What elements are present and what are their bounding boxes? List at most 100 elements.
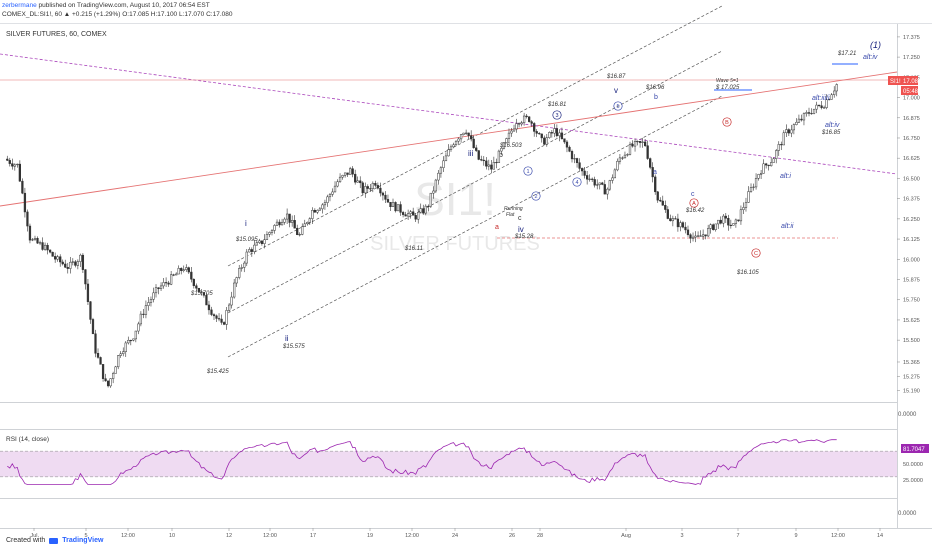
time-axis: Jul 5 12:00 10 12 12:00 17 19 12:00 24 26 28 Aug 3 7 9 1… [30,528,883,539]
candle-down [555,128,559,137]
candle-up [343,172,347,176]
candle-down [470,135,473,140]
time-tick-label: 24 [452,533,458,539]
candle-up [407,213,410,217]
candle-up [182,269,185,271]
candle-down [490,164,493,170]
circled-wave-text: C [754,251,758,257]
candle-up [149,299,153,303]
candle-down [485,160,488,167]
candle-up [349,168,352,175]
candle-up [230,296,233,306]
candle-down [207,304,211,311]
time-tick-label: 9 [794,533,797,539]
candle-down [197,287,201,292]
candle-up [336,181,339,187]
candle-up [782,132,785,146]
candle-down [412,211,415,216]
alt-label: alt:i [780,173,791,180]
candle-up [391,202,395,207]
wave-label: a [495,224,499,231]
candle-up [734,219,738,224]
candle-up [258,240,261,243]
candle-up [326,196,329,203]
candle-up [79,254,82,262]
candle-up [117,355,120,368]
candle-down [354,173,357,183]
label-price: $16.87 [606,74,626,80]
time-tick-label: 10 [169,533,175,539]
alt-label: alt:iii/i [812,95,830,102]
time-tick-label: 14 [877,533,883,539]
candle-down [205,295,208,306]
candle-down [568,146,571,152]
rsi-last-tag [901,444,929,453]
candle-up [701,234,705,237]
candle-up [802,113,806,121]
symbol-label: SILVER FUTURES, 60, COMEX [6,31,107,38]
candle-down [601,182,604,185]
candle-down [41,242,44,250]
label-price: $15.705 [190,291,213,297]
candle-down [414,215,417,220]
candle-up [306,221,309,225]
price-tick-label: 15.500 [903,338,920,344]
candle-up [437,172,440,181]
candle-up [497,150,501,163]
candle-up [33,238,37,240]
brand-link[interactable]: TradingView [62,537,104,544]
candle-up [144,305,148,315]
time-tick-label: 12:00 [121,533,135,539]
candle-up [558,132,561,137]
candle-down [94,333,97,354]
price-tick-label: 16.375 [903,197,920,203]
candle-down [686,229,690,236]
circled-wave-marker [531,191,541,201]
candle-down [651,167,654,178]
candle-up [696,235,700,237]
candle-up [56,256,59,260]
candle-down [180,268,183,271]
candle-up [364,186,367,194]
candle-up [38,242,42,244]
candle-up [273,225,276,231]
candle-up [308,218,311,223]
ohlc-readout: COMEX_DL:SI1!, 60 ▲ +0.215 (+1.29%) O:17… [2,11,233,18]
candle-down [422,208,425,214]
candle-up [71,261,74,263]
wave-label: v [614,86,618,95]
candle-up [139,313,143,325]
watermark-name: SILVER FUTURES [370,233,540,255]
candle-up [588,178,591,180]
candle-down [96,352,100,358]
candle-up [510,130,513,134]
time-tick-label: 12:00 [405,533,419,539]
candle-up [303,223,306,227]
candle-down [787,129,790,134]
candle-down [575,158,579,163]
candle-up [396,204,400,212]
circled-wave-marker [572,177,582,187]
candle-up [628,144,632,155]
candle-down [495,161,498,164]
label-price: $16.503 [499,143,522,149]
candle-down [525,115,528,118]
candle-down [583,170,586,176]
candle-down [656,191,659,201]
candle-up [16,163,19,166]
bottom-pane-tick: 0.0000 [898,511,917,517]
candle-up [596,184,599,186]
author-name[interactable]: zerbermane [2,2,37,9]
rsi-band [0,451,897,477]
candle-down [580,168,584,172]
candle-down [192,278,195,286]
candle-up [248,249,251,253]
label-price: $15.095 [235,237,258,243]
candle-down [530,121,533,124]
candle-up [119,353,122,356]
candle-down [381,192,385,196]
circled-wave-marker [689,198,699,208]
candle-up [434,179,437,192]
circled-wave-marker [722,117,732,127]
